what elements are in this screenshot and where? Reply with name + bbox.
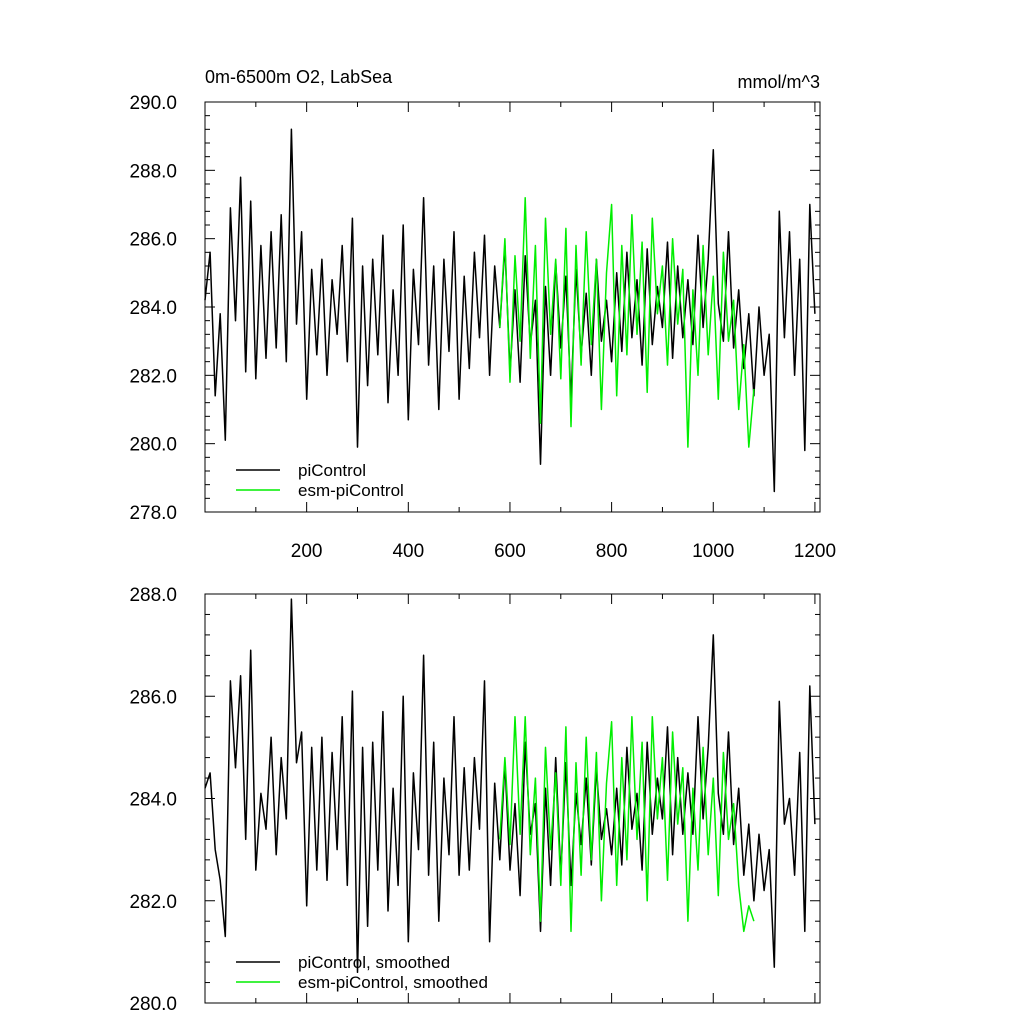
y-tick-label: 280.0 [129,435,177,456]
y-tick-label: 284.0 [129,790,177,811]
series-line-picontrol [204,128,816,493]
legend-label: piControl, smoothed [298,953,450,972]
units-label: mmol/m^3 [738,72,820,92]
y-tick-label: 278.0 [129,503,177,524]
y-tick-label: 286.0 [129,687,177,708]
y-tick-label: 286.0 [129,230,177,251]
series-line-picontrol [204,598,816,974]
x-tick-label: 200 [291,541,323,562]
chart-title: 0m-6500m O2, LabSea [205,67,393,87]
x-tick-label: 1200 [794,541,836,562]
y-tick-label: 284.0 [129,298,177,319]
x-tick-label: 400 [392,541,424,562]
y-tick-label: 288.0 [129,161,177,182]
legend-label: esm-piControl, smoothed [298,973,488,992]
y-tick-label: 282.0 [129,892,177,913]
y-tick-label: 280.0 [129,994,177,1015]
chart-panel-1: 278.0 280.0 282.0 284.0 286.0 288.0 290.0 200 40… [129,67,836,562]
y-tick-label: 290.0 [129,93,177,114]
x-tick-label: 800 [596,541,628,562]
legend-label: esm-piControl [298,481,404,500]
legend-label: piControl [298,461,366,480]
y-tick-label: 282.0 [129,366,177,387]
y-tick-label: 288.0 [129,585,177,606]
x-tick-label: 600 [494,541,526,562]
series-line-esm-picontrol [499,196,755,448]
chart-panel-2: 280.0 282.0 284.0 286.0 288.0 piControl, smoo… [129,585,821,1015]
x-tick-label: 1000 [692,541,734,562]
series-line-esm-picontrol [499,715,755,933]
